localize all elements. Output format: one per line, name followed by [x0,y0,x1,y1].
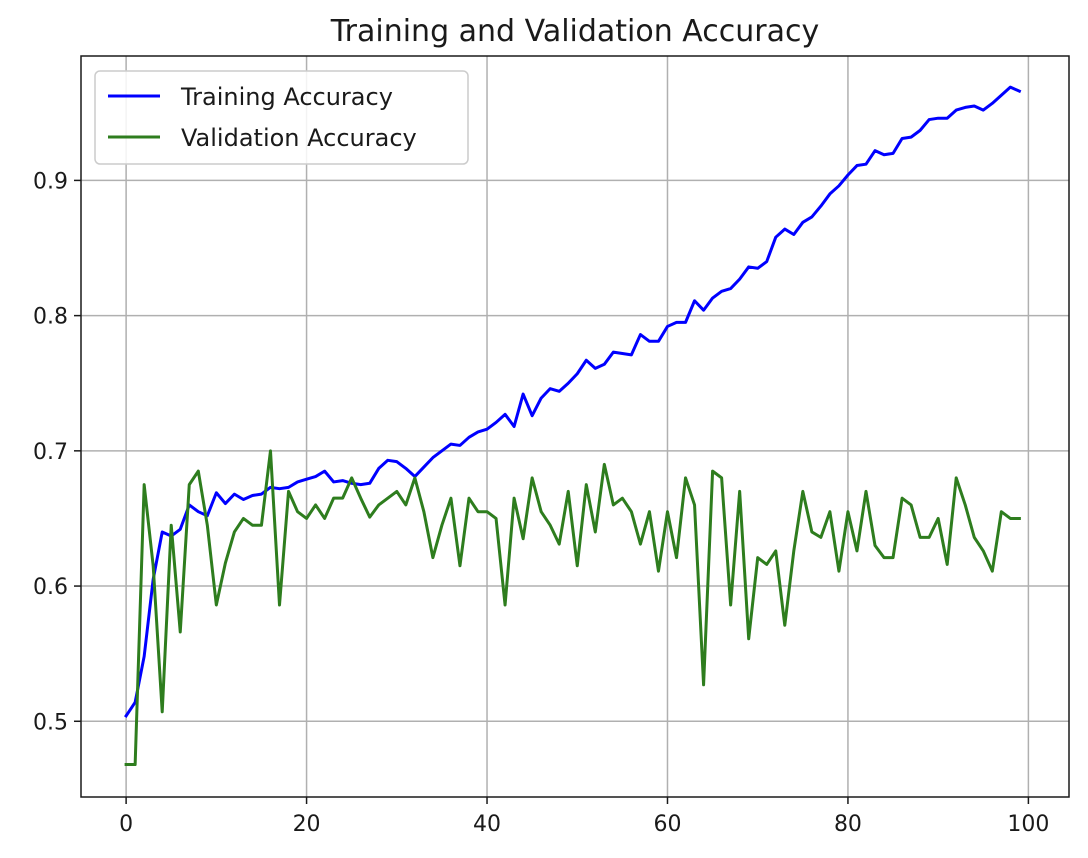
series-line-training-accuracy [124,85,1022,718]
x-tick-label: 80 [834,812,862,837]
legend-label-validation: Validation Accuracy [181,124,417,152]
y-tick-label: 0.9 [33,169,68,194]
y-tick-label: 0.5 [33,710,68,735]
x-tick-label: 40 [473,812,501,837]
y-tick-label: 0.8 [33,305,68,330]
x-tick-label: 60 [653,812,681,837]
y-tick-label: 0.7 [33,440,68,465]
y-tick-label: 0.6 [33,575,68,600]
series-line-validation-accuracy [124,449,1021,767]
legend-label-training: Training Accuracy [180,83,393,111]
legend: Training Accuracy Validation Accuracy [94,70,469,165]
legend-box [94,70,469,165]
series-lines [124,85,1022,767]
grid [81,56,1069,797]
x-tick-label: 100 [1007,812,1049,837]
x-tick-label: 0 [119,812,133,837]
plot-frame [80,55,1070,798]
axis-ticks: 0 20 40 60 80 100 0.5 0.6 0.7 0.8 0.9 [33,169,1049,837]
chart-title: Training and Validation Accuracy [330,14,820,49]
x-tick-label: 20 [293,812,321,837]
